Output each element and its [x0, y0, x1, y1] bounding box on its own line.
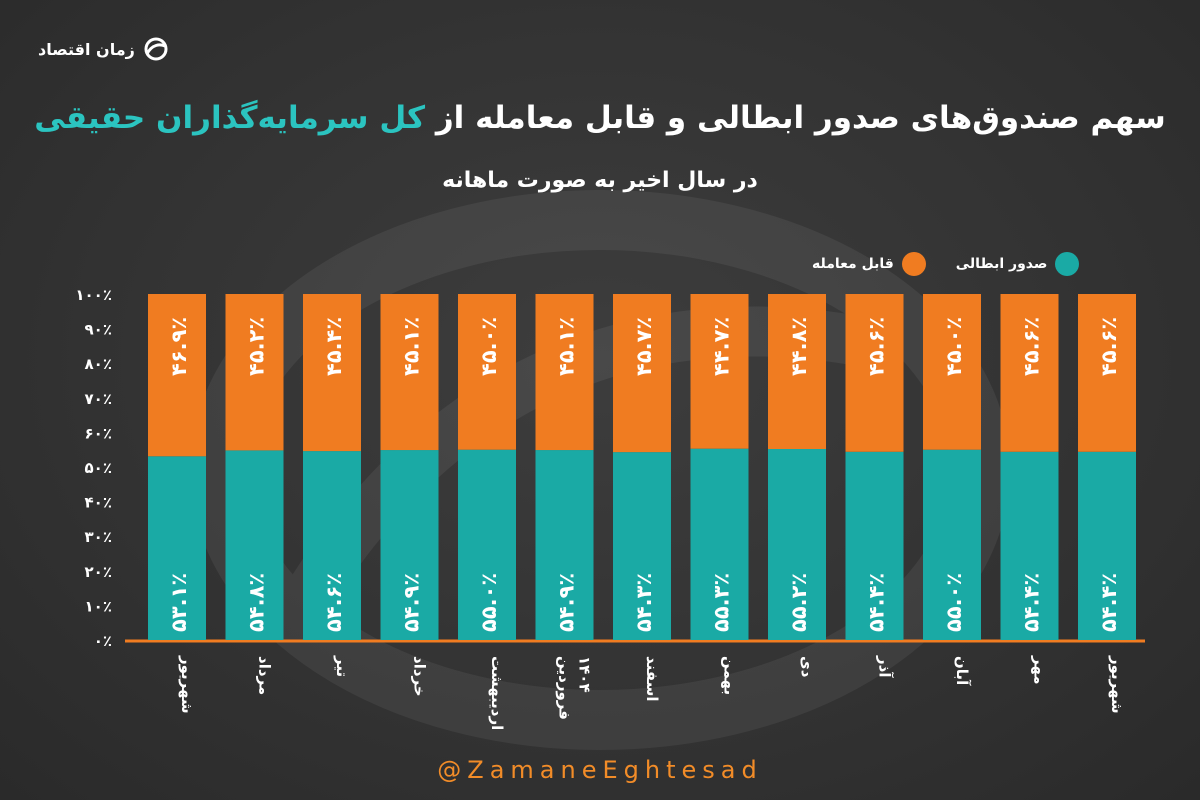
data-label-tradable: ۴۵.۶٪: [1020, 317, 1044, 376]
data-label-tradable: ۴۴.۷٪: [710, 317, 734, 376]
data-label-tradable: ۴۶.۹٪: [167, 317, 191, 376]
data-label-redeemable: ۵۵.۲٪: [787, 573, 811, 632]
bar-segment-redeemable: [535, 450, 594, 640]
brand-name: زمان اقتصاد: [38, 39, 135, 59]
x-category-label: خرداد: [411, 656, 429, 697]
bar-segment-tradable: [1000, 294, 1059, 452]
social-handle: @ZamaneEghtesad: [437, 756, 763, 784]
bar-segment-redeemable: [690, 448, 749, 640]
bar-segment-tradable: [845, 294, 904, 452]
bar-segment-redeemable: [148, 456, 206, 640]
data-label-tradable: ۴۵.۷٪: [632, 317, 656, 376]
y-tick-label: ۱۰۰٪: [75, 286, 112, 304]
bar-segment-tradable: [768, 294, 826, 450]
chart-title: سهم صندوق‌های صدور ابطالی و قابل معامله …: [0, 100, 1200, 136]
title-highlight: کل سرمایه‌گذاران حقیقی: [34, 100, 426, 136]
bar-segment-redeemable: [225, 450, 284, 640]
bar-segment-tradable: [380, 294, 439, 451]
bar-segment-redeemable: [923, 449, 981, 640]
data-label-redeemable: ۵۵.۰٪: [477, 573, 501, 632]
x-category-label: بهمن: [721, 656, 739, 695]
bar-segment-redeemable: [768, 449, 826, 640]
data-label-redeemable: ۵۵.۳٪: [710, 573, 734, 632]
data-label-redeemable: ۵۵.۰٪: [942, 573, 966, 632]
legend-item-tradable: قابل معامله: [812, 252, 926, 276]
y-tick-label: ۲۰٪: [85, 563, 112, 581]
legend-swatch-orange: [901, 252, 926, 276]
y-tick-label: ۷۰٪: [85, 390, 112, 408]
title-text: سهم صندوق‌های صدور ابطالی و قابل معامله …: [425, 100, 1166, 136]
y-tick-label: ۵۰٪: [85, 459, 112, 477]
bar-segment-redeemable: [1000, 451, 1059, 640]
bar-segment-tradable: [923, 294, 981, 450]
bar-segment-redeemable: [613, 452, 671, 640]
data-label-redeemable: ۵۴.۹٪: [400, 573, 424, 632]
y-tick-label: ۱۰٪: [85, 597, 112, 615]
x-category-label: فروردین: [556, 656, 574, 720]
bar-segment-tradable: [690, 294, 749, 449]
data-label-redeemable: ۵۴.۸٪: [245, 573, 269, 632]
data-label-tradable: ۴۵.۶٪: [1097, 317, 1121, 376]
data-label-redeemable: ۵۴.۶٪: [322, 573, 346, 632]
bar-segment-tradable: [458, 294, 516, 450]
brand-logo: زمان اقتصاد: [38, 36, 169, 62]
x-category-label: مهر: [1031, 655, 1049, 685]
y-tick-label: ۰٪: [94, 632, 112, 650]
bar-segment-tradable: [303, 294, 361, 452]
data-label-redeemable: ۵۳.۱٪: [167, 573, 191, 632]
bar-segment-tradable: [613, 294, 671, 453]
data-label-tradable: ۴۵.۴٪: [322, 317, 346, 376]
bar-segment-tradable: [225, 294, 284, 451]
data-label-tradable: ۴۵.۲٪: [245, 317, 269, 376]
data-label-tradable: ۴۴.۸٪: [787, 317, 811, 376]
y-tick-label: ۹۰٪: [85, 321, 112, 339]
x-category-label: ۱۴۰۴: [576, 656, 594, 693]
legend-swatch-teal: [1055, 252, 1080, 276]
y-tick-label: ۳۰٪: [85, 528, 112, 546]
bar-segment-tradable: [1078, 294, 1136, 452]
x-category-label: اسفند: [643, 656, 661, 701]
x-category-label: مرداد: [256, 656, 274, 695]
data-label-redeemable: ۵۴.۴٪: [1020, 573, 1044, 632]
y-tick-label: ۶۰٪: [85, 424, 112, 442]
data-label-tradable: ۴۵.۱٪: [400, 317, 424, 376]
data-label-redeemable: ۵۴.۴٪: [1097, 573, 1121, 632]
data-label-tradable: ۴۵.۰٪: [942, 317, 966, 376]
bar-segment-redeemable: [380, 450, 439, 640]
x-category-label: اردیبهشت: [488, 656, 506, 730]
chart-legend: صدور ابطالی قابل معامله: [812, 252, 1080, 276]
bar-segment-redeemable: [458, 449, 516, 640]
data-label-redeemable: ۵۴.۴٪: [865, 573, 889, 632]
bar-segment-redeemable: [303, 451, 361, 640]
x-category-label: آبان: [953, 656, 971, 686]
x-category-label: دی: [798, 656, 816, 678]
data-label-tradable: ۴۵.۱٪: [555, 317, 579, 376]
chart-subtitle: در سال اخیر به صورت ماهانه: [442, 168, 758, 193]
legend-label-redeemable: صدور ابطالی: [955, 256, 1048, 272]
x-category-label: شهریور: [178, 655, 196, 714]
data-label-redeemable: ۵۴.۹٪: [555, 573, 579, 632]
y-tick-label: ۸۰٪: [85, 355, 112, 373]
legend-label-tradable: قابل معامله: [812, 256, 894, 272]
x-category-label: تیر: [333, 655, 351, 677]
data-label-tradable: ۴۵.۰٪: [477, 317, 501, 376]
x-category-label: شهریور: [1108, 655, 1126, 714]
y-tick-label: ۴۰٪: [85, 494, 112, 512]
bar-segment-redeemable: [1078, 451, 1136, 640]
bar-segment-redeemable: [845, 451, 904, 640]
data-label-redeemable: ۵۴.۳٪: [632, 573, 656, 632]
x-category-label: آذر: [876, 655, 894, 678]
bar-segment-tradable: [535, 294, 594, 451]
brand-swirl-icon: [144, 37, 168, 61]
data-label-tradable: ۴۵.۶٪: [865, 317, 889, 376]
legend-item-redeemable: صدور ابطالی: [956, 252, 1080, 276]
bar-segment-tradable: [148, 294, 206, 457]
